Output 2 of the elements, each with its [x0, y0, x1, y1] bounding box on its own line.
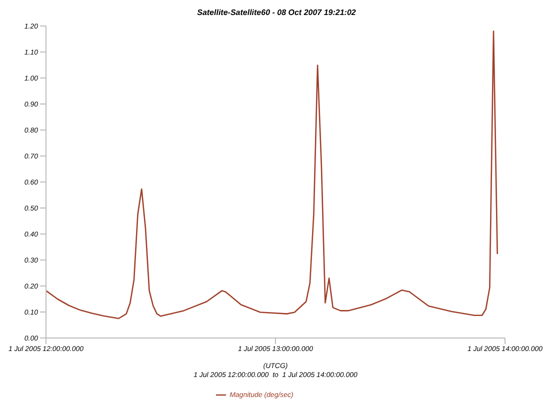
line-series [46, 30, 498, 320]
chart-title: Satellite-Satellite60 - 08 Oct 2007 19:21:02 [196, 8, 357, 19]
